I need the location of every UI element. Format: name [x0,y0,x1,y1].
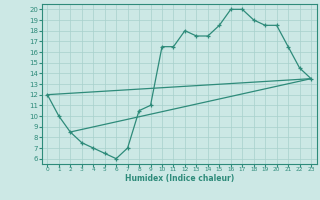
X-axis label: Humidex (Indice chaleur): Humidex (Indice chaleur) [124,174,234,183]
